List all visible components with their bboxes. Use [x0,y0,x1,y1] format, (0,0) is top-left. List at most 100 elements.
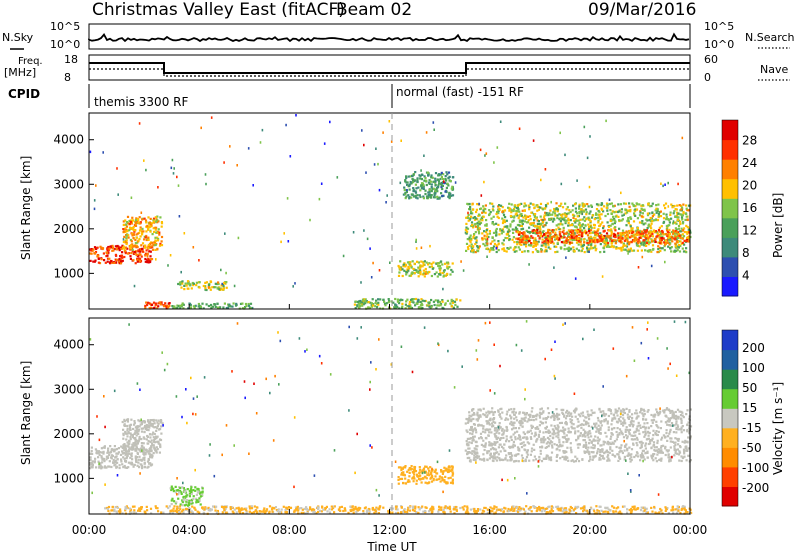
scatter-point [171,305,174,308]
scatter-point [441,187,444,191]
scatter-point [557,431,560,434]
scatter-point [133,230,136,233]
scatter-point [149,447,152,450]
scatter-point [600,454,603,458]
scatter-point [143,426,146,429]
scatter-point [581,231,584,234]
scatter-point [513,407,516,411]
noise-point [415,240,417,243]
scatter-point [556,216,559,220]
scatter-point [204,281,207,284]
scatter-point [583,451,586,454]
scatter-point [575,241,579,244]
scatter-point [632,220,636,223]
scatter-point [513,444,516,447]
scatter-point [640,236,643,239]
scatter-point [482,209,485,212]
noise-point [237,236,240,240]
scatter-point [665,213,668,216]
scatter-point [416,301,419,304]
scatter-point [490,248,493,251]
scatter-point [538,416,542,419]
scatter-point [548,228,551,232]
scatter-point [475,236,478,239]
scatter-point [596,450,599,453]
scatter-point [526,235,529,238]
scatter-point [609,437,612,440]
freq-label-line2: [MHz] [4,66,36,79]
scatter-point [569,237,572,240]
scatter-point [624,244,627,247]
scatter-point [186,488,189,491]
scatter-point [495,459,498,462]
scatter-point [160,420,163,423]
scatter-point [539,408,542,411]
scatter-point [415,482,418,485]
noise-point [560,182,563,186]
scatter-point [155,451,158,454]
scatter-point [638,240,641,243]
scatter-point [561,206,565,209]
noise-point [550,200,552,204]
scatter-point [510,454,514,457]
scatter-point [148,462,151,465]
scatter-point [155,220,158,223]
scatter-point [408,197,411,200]
scatter-point [155,446,158,449]
scatter-point [579,227,582,230]
scatter-point [680,227,683,230]
scatter-point [573,411,576,414]
scatter-point [537,234,540,237]
scatter-point [650,204,653,208]
noise-point [252,184,254,187]
noise-point [295,114,297,117]
scatter-point [598,210,601,213]
scatter-point [663,409,666,412]
scatter-point [573,232,576,235]
scatter-point [126,435,129,438]
scatter-point [407,175,410,178]
scatter-point [603,236,606,240]
scatter-point [629,460,632,463]
scatter-point [251,306,254,310]
scatter-point [508,209,511,212]
scatter-point [539,234,542,237]
scatter-point [185,284,188,287]
scatter-point [170,485,173,488]
scatter-point [610,423,613,426]
scatter-point [89,467,92,470]
scatter-point [154,236,157,239]
scatter-point [505,250,508,253]
noise-point [170,166,173,170]
power-colorbar-swatch [722,159,738,180]
scatter-point [545,241,549,244]
scatter-point [531,230,534,233]
scatter-point [422,195,425,198]
scatter-point [108,453,111,457]
scatter-point [530,211,533,214]
scatter-point [558,205,561,208]
scatter-point [603,205,606,208]
scatter-point [587,205,590,208]
scatter-point [634,208,637,211]
scatter-point [594,213,597,216]
scatter-point [554,209,557,212]
noise-point [454,181,457,184]
scatter-point [574,221,577,224]
scatter-point [589,224,592,227]
scatter-point [666,450,669,453]
scatter-point [656,449,659,452]
scatter-point [666,439,669,442]
scatter-point [534,237,537,240]
scatter-point [165,305,168,308]
scatter-point [549,209,552,212]
scatter-point [496,210,499,214]
scatter-point [489,428,492,431]
scatter-point [593,241,596,244]
scatter-point [420,178,423,181]
scatter-point [124,424,127,427]
scatter-point [469,217,472,220]
power-scatter-layer [89,114,692,310]
scatter-point [414,304,417,307]
